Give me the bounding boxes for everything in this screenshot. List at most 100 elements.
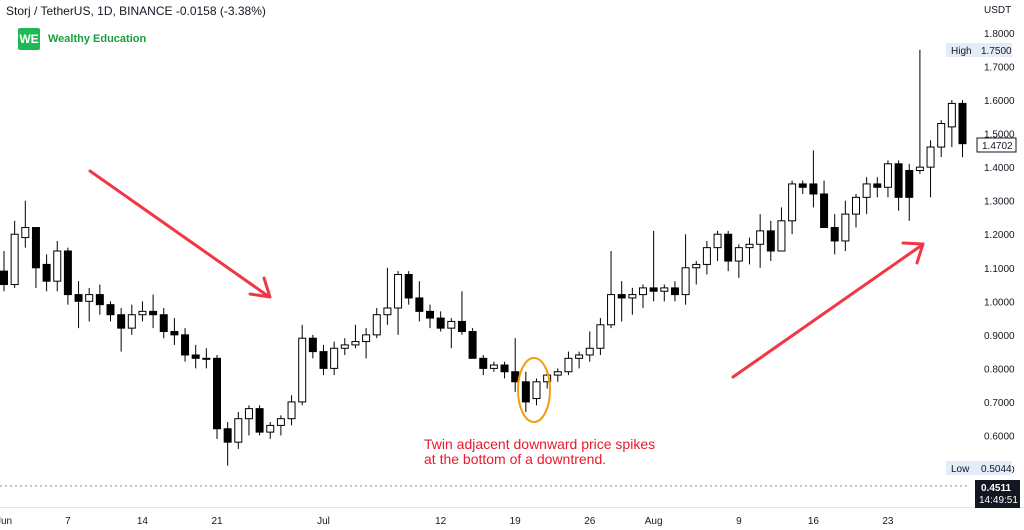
time-axis: Jun 7 14 21 Jul 12 19 26 Aug 9 16 23 [0,516,894,527]
candle-body-bearish [798,183,807,188]
candle-body-bullish [947,102,956,128]
candle-body-bullish [915,166,924,172]
candle-body-bullish [351,341,360,346]
y-tick-label: 0.7000 [984,398,1015,409]
candle [883,160,892,198]
candle [564,351,573,376]
candle [234,411,243,449]
brand: WE Wealthy Education [18,28,146,50]
candle [692,261,701,285]
candle-body-bullish [702,247,711,265]
candle-body-bullish [10,233,19,286]
candle-body-bearish [958,102,967,145]
candle [10,220,19,288]
y-tick-label: 1.2000 [984,230,1015,241]
y-tick-label: 1.7000 [984,63,1015,74]
candle [617,281,626,322]
candle [159,308,168,339]
high-pill-bg [946,43,1012,57]
candle [276,415,285,436]
price-axis: 1.8000 1.7000 1.6000 1.5000 1.4000 1.3000 1.20… [984,29,1015,476]
uptrend-arrow-icon [731,241,925,379]
candle-body-bearish [436,317,445,329]
candle [127,304,136,335]
candle [436,311,445,332]
y-tick-label: 1.1000 [984,264,1015,275]
candle-body-bullish [362,334,371,343]
candle-body-bearish [106,304,115,316]
candle [106,301,115,322]
candle [223,422,232,466]
countdown-timer: 14:49:51 [979,495,1018,506]
candle-body-bullish [756,230,765,245]
candle-body-bearish [468,330,477,359]
current-price-pill [975,480,1020,508]
candle [521,371,530,412]
candle-body-bullish [532,381,541,400]
candle-body-bearish [319,351,328,369]
annotation-text: Twin adjacent downward price spikes at t… [424,437,724,467]
y-tick-label: 0.6000 [984,431,1015,442]
low-label: Low [951,464,970,475]
candle-body-bearish [191,354,200,359]
candle-body-bullish [575,354,584,359]
x-tick-label: 23 [882,516,894,527]
candle-body-bearish [873,183,882,188]
last-price-value: 1.4702 [982,141,1013,152]
candle [873,177,882,198]
candle [788,180,797,235]
y-tick-label: 0.8000 [984,364,1015,375]
candle [830,214,839,255]
candle [905,163,914,221]
low-pill-bg [946,461,1012,475]
candle-body-bearish [159,314,168,332]
candle-body-bullish [788,183,797,222]
candle [596,318,605,355]
candle-body-bullish [276,418,285,426]
candle-body-bullish [713,233,722,249]
candle-body-bullish [660,287,669,292]
candle [117,308,126,352]
candle-body-bearish [170,330,179,336]
candle-body-bearish [511,371,520,383]
y-tick-label: 1.3000 [984,197,1015,208]
candle-body-bearish [223,428,232,443]
annotation-line-2: at the bottom of a downtrend. [424,451,607,467]
candle-body-bearish [149,310,158,316]
candle [670,281,679,302]
candle-body-bullish [628,294,637,299]
candle-body-bullish [372,314,381,336]
candle-body-bullish [330,347,339,369]
candle [798,180,807,194]
candle [149,294,158,329]
candle [489,361,498,372]
candle-body-bullish [734,247,743,262]
candle [340,338,349,355]
x-tick-label: 19 [510,516,522,527]
y-tick-label: 1.4000 [984,163,1015,174]
candle-body-bullish [926,146,935,168]
candle [0,251,8,292]
candle [298,324,307,406]
candle [85,287,94,322]
candle [852,193,860,228]
candle [319,344,328,376]
candle [734,244,743,278]
candle-body-bullish [244,408,253,420]
candle [42,254,51,292]
candle [468,328,477,359]
candle-body-bullish [489,364,498,369]
candle-body-bullish [340,344,349,349]
candle [330,341,339,376]
x-tick-label: Aug [645,516,663,527]
symbol-header: Storj / TetherUS, 1D, BINANCE -0.0158 (-… [6,4,266,18]
candle [915,49,924,174]
candle-body-bearish [894,163,903,198]
x-tick-label: 12 [435,516,447,527]
candle [95,284,104,315]
candle [713,230,722,262]
candle-body-bullish [553,371,562,376]
last-price-pill [976,137,1017,153]
low-value: 0.5044 [981,464,1012,475]
